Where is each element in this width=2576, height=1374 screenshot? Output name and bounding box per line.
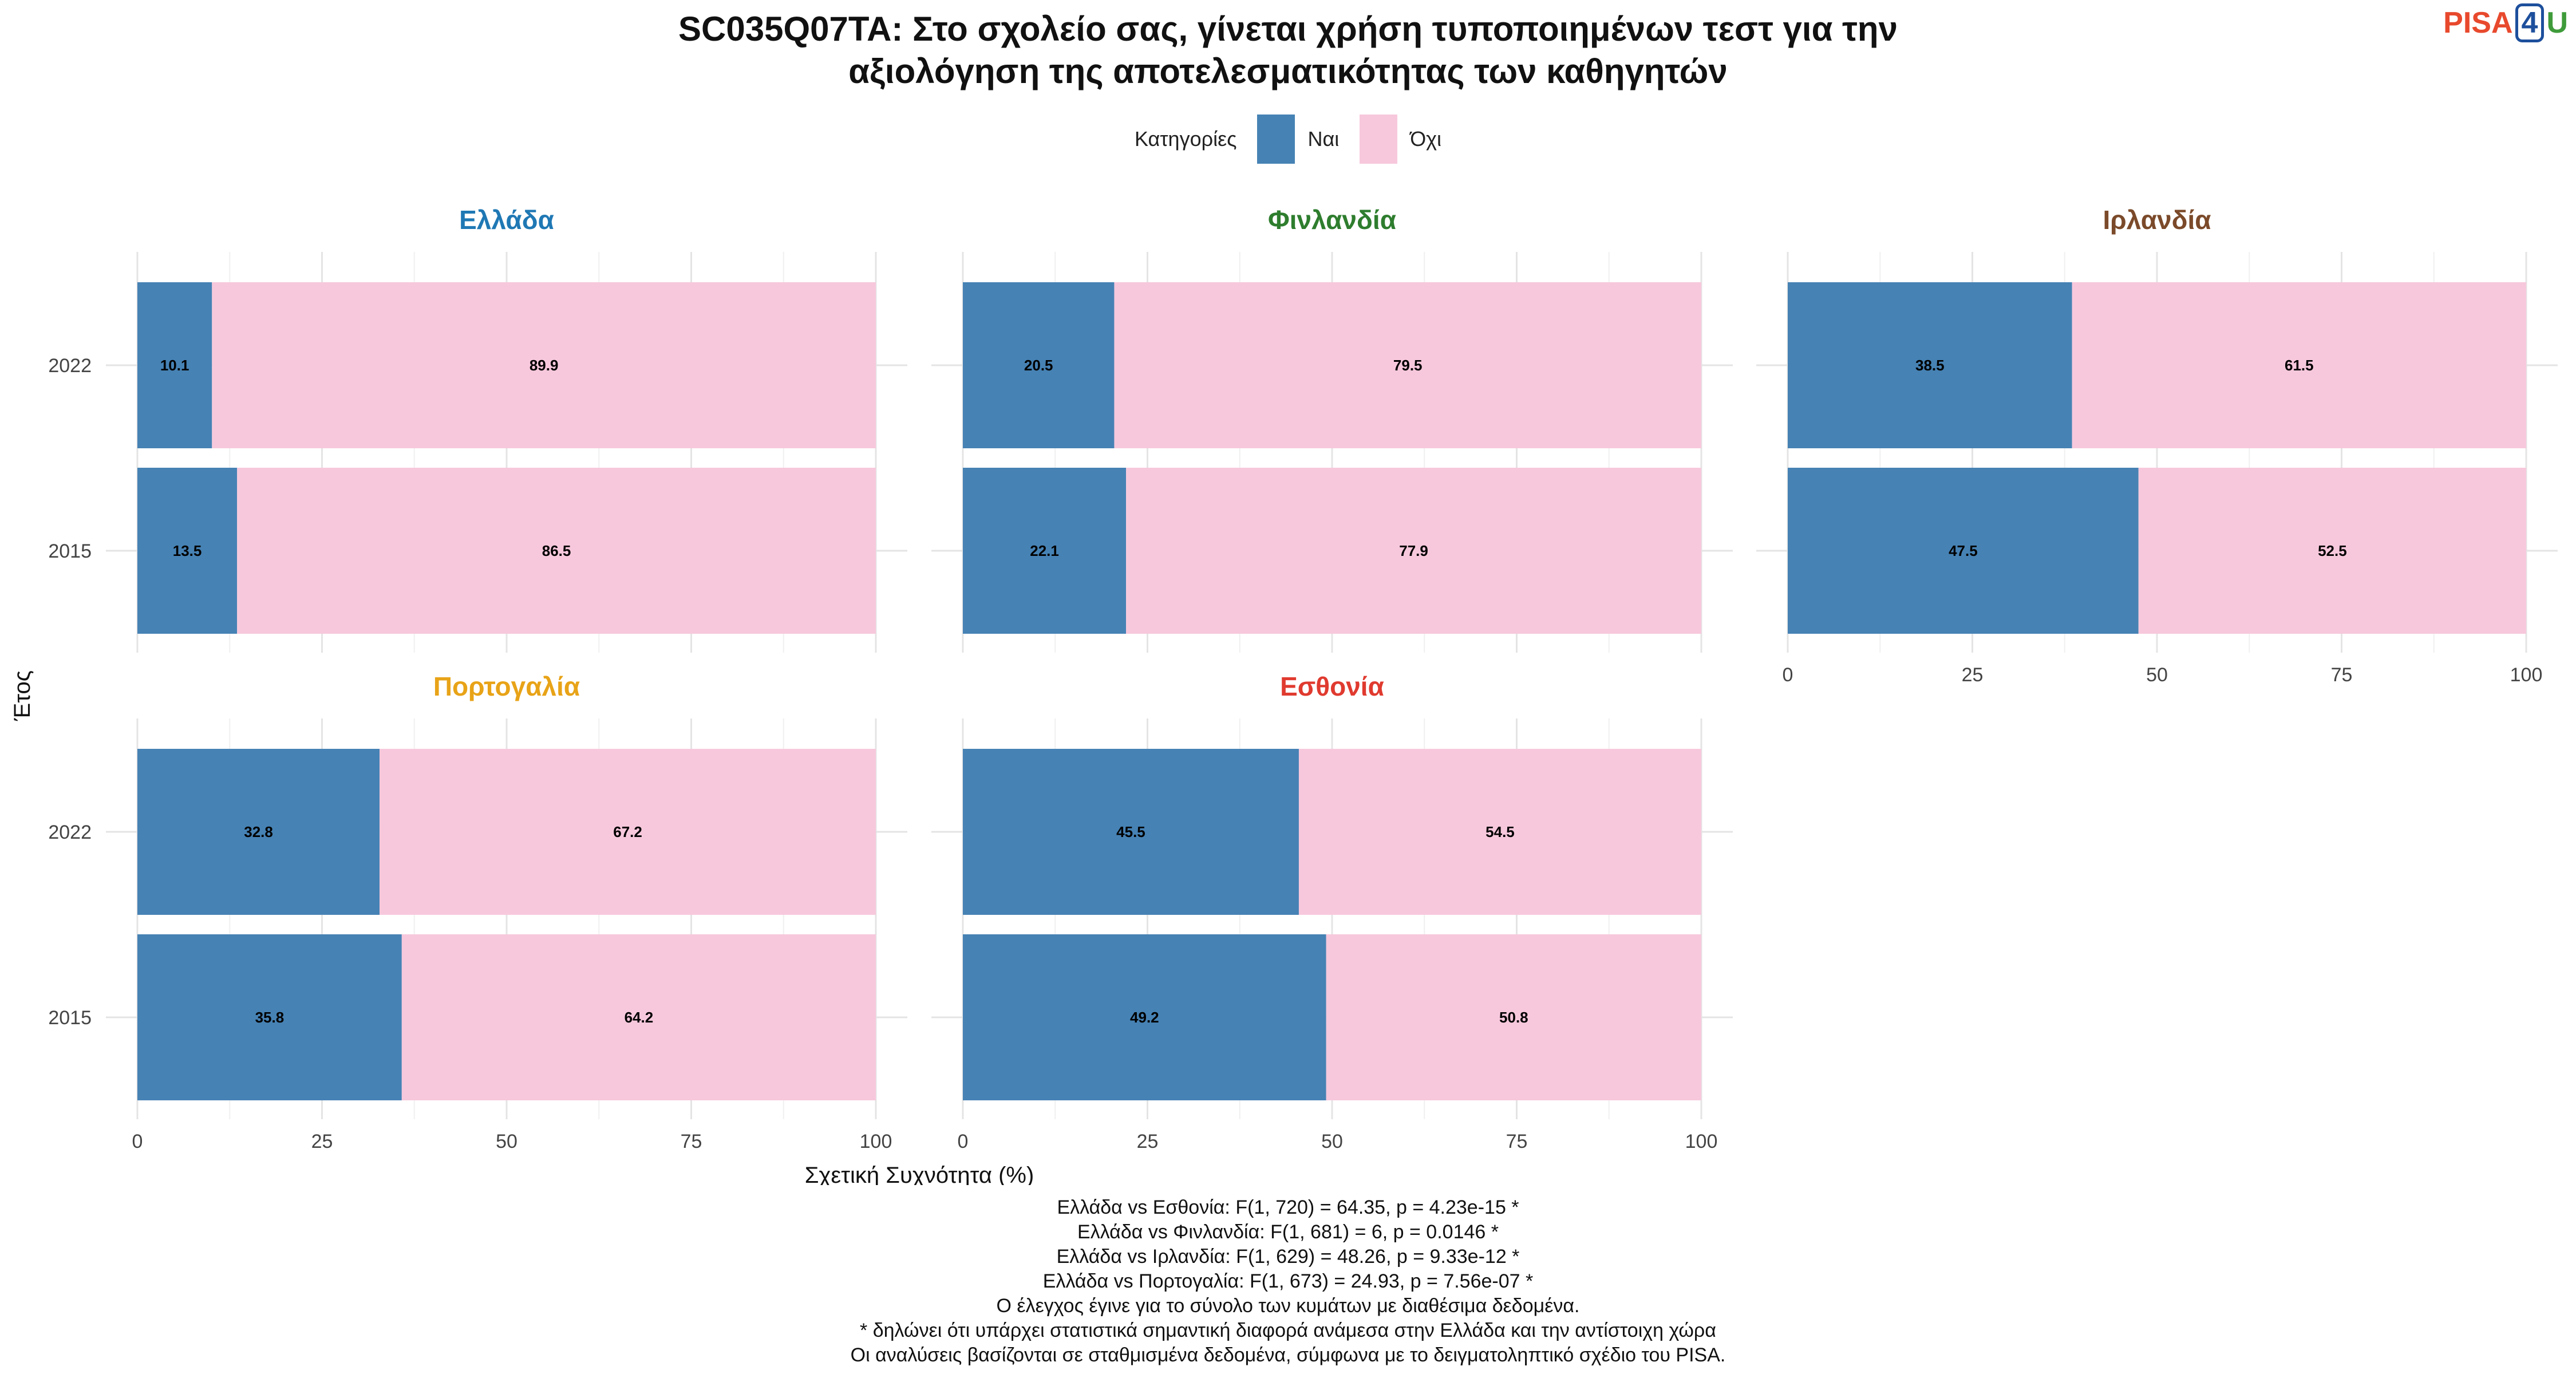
panel-1-label-2022-yes: 20.5	[1024, 357, 1053, 374]
panel-4-title: Εσθονία	[1280, 672, 1384, 701]
panel-2-label-2022-yes: 38.5	[1915, 357, 1945, 374]
panel-3-ytick-2015: 2015	[48, 1007, 92, 1029]
panel-0-bar-2022-yes	[137, 282, 212, 448]
panel-3-bar-2022-yes	[137, 749, 380, 915]
note-line: Ελλάδα vs Ιρλανδία: F(1, 629) = 48.26, p…	[1056, 1246, 1520, 1268]
panel-2-label-2015-no: 52.5	[2318, 542, 2347, 559]
note-line: Ελλάδα vs Πορτογαλία: F(1, 673) = 24.93,…	[1042, 1270, 1534, 1292]
logo-part-1: PISA	[2443, 6, 2513, 40]
panel-2-bar-2015-no	[2138, 468, 2526, 634]
panel-1-label-2015-no: 77.9	[1399, 542, 1428, 559]
panel-0-label-2022-no: 89.9	[530, 357, 559, 374]
note-line: Ο έλεγχος έγινε για το σύνολο των κυμάτω…	[996, 1295, 1580, 1317]
note-line: * δηλώνει ότι υπάρχει στατιστικά σημαντι…	[860, 1320, 1716, 1341]
legend-label-no: Όχι	[1410, 127, 1442, 151]
panel-0-label-2015-no: 86.5	[542, 542, 571, 559]
logo-part-3: U	[2546, 6, 2568, 40]
panel-2-xtick-100: 100	[2510, 664, 2543, 686]
x-axis-title: Σχετική Συχνότητα (%)	[805, 1163, 1034, 1185]
panel-0-ytick-2015: 2015	[48, 540, 92, 562]
panel-3-xtick-75: 75	[681, 1131, 702, 1152]
panel-4-label-2015-yes: 49.2	[1130, 1009, 1159, 1026]
y-axis-title: Έτος	[10, 670, 35, 721]
panel-4-bar-2015-no	[1326, 934, 1701, 1100]
panel-4-label-2022-no: 54.5	[1485, 823, 1515, 840]
logo-part-2: 4	[2515, 3, 2545, 42]
panel-3-xtick-100: 100	[860, 1131, 892, 1152]
panel-2-xtick-0: 0	[1783, 664, 1793, 686]
panel-2-xtick-75: 75	[2331, 664, 2353, 686]
panel-1-label-2015-yes: 22.1	[1030, 542, 1059, 559]
panel-4-xtick-0: 0	[958, 1131, 969, 1152]
panel-3-label-2015-no: 64.2	[625, 1009, 654, 1026]
panel-3-bar-2015-no	[401, 934, 876, 1100]
panel-2-title: Ιρλανδία	[2103, 205, 2211, 235]
title-line-1: SC035Q07TA: Στο σχολείο σας, γίνεται χρή…	[678, 10, 1898, 48]
legend-label-yes: Ναι	[1307, 127, 1340, 151]
chart-title: SC035Q07TA: Στο σχολείο σας, γίνεται χρή…	[0, 8, 2576, 93]
legend-title: Κατηγορίες	[1134, 127, 1237, 151]
panel-3-xtick-25: 25	[311, 1131, 333, 1152]
pisa4u-logo: PISA 4 U	[2443, 3, 2568, 42]
panel-0-title: Ελλάδα	[459, 205, 554, 235]
panel-0-bar-2015-yes	[137, 468, 238, 634]
panel-0-label-2015-yes: 13.5	[173, 542, 202, 559]
panel-4-label-2022-yes: 45.5	[1116, 823, 1145, 840]
panel-3-bar-2015-yes	[137, 934, 402, 1100]
panel-2-label-2022-no: 61.5	[2285, 357, 2314, 374]
panel-0-ytick-2022: 2022	[48, 355, 92, 377]
panel-2-bar-2015-yes	[1788, 468, 2139, 634]
panel-1-label-2022-no: 79.5	[1393, 357, 1423, 374]
panel-0-label-2022-yes: 10.1	[160, 357, 189, 374]
panel-4-xtick-75: 75	[1506, 1131, 1528, 1152]
panel-2-xtick-25: 25	[1962, 664, 1984, 686]
panel-0-bar-2015-no	[237, 468, 876, 634]
panel-4-bar-2022-no	[1298, 749, 1701, 915]
panel-1-bar-2015-no	[1126, 468, 1701, 634]
panel-3-label-2022-no: 67.2	[613, 823, 642, 840]
legend-key-yes	[1257, 114, 1295, 164]
panel-4-xtick-100: 100	[1685, 1131, 1718, 1152]
panel-3-title: Πορτογαλία	[433, 672, 580, 701]
panel-4-label-2015-no: 50.8	[1499, 1009, 1528, 1026]
panel-2-bar-2022-yes	[1788, 282, 2072, 448]
panel-4-xtick-50: 50	[1321, 1131, 1343, 1152]
panel-2-label-2015-yes: 47.5	[1949, 542, 1978, 559]
panel-3-ytick-2022: 2022	[48, 822, 92, 843]
panel-4-bar-2022-yes	[963, 749, 1299, 915]
panel-3-label-2022-yes: 32.8	[244, 823, 273, 840]
panel-1-bar-2022-no	[1114, 282, 1701, 448]
title-line-2: αξιολόγηση της αποτελεσματικότητας των κ…	[848, 52, 1728, 90]
footnotes: Ελλάδα vs Εσθονία: F(1, 720) = 64.35, p …	[0, 1195, 2576, 1368]
panel-1-bar-2022-yes	[963, 282, 1115, 448]
panel-3-xtick-0: 0	[132, 1131, 143, 1152]
note-line: Ελλάδα vs Εσθονία: F(1, 720) = 64.35, p …	[1057, 1197, 1519, 1218]
panel-3-label-2015-yes: 35.8	[255, 1009, 285, 1026]
note-line: Ελλάδα vs Φινλανδία: F(1, 681) = 6, p = …	[1077, 1221, 1499, 1243]
legend: Κατηγορίες Ναι Όχι	[0, 114, 2576, 164]
panel-1-title: Φινλανδία	[1268, 205, 1396, 235]
panel-3-xtick-50: 50	[496, 1131, 517, 1152]
panel-2-bar-2022-no	[2072, 282, 2526, 448]
panel-0-bar-2022-no	[212, 282, 876, 448]
note-line: Οι αναλύσεις βασίζονται σε σταθμισμένα δ…	[850, 1344, 1726, 1366]
panel-4-bar-2015-yes	[963, 934, 1326, 1100]
panel-2-xtick-50: 50	[2146, 664, 2168, 686]
faceted-bar-chart: Ελλάδα 10.1 89.9 2022 13.5 86.5 2015 Φινλανδία 2…	[10, 205, 2558, 1185]
panel-4-xtick-25: 25	[1137, 1131, 1159, 1152]
legend-key-no	[1360, 114, 1398, 164]
panel-1-bar-2015-yes	[963, 468, 1127, 634]
panel-3-bar-2022-no	[380, 749, 876, 915]
